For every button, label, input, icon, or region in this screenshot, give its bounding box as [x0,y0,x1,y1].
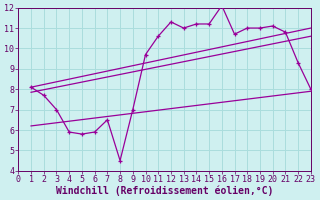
X-axis label: Windchill (Refroidissement éolien,°C): Windchill (Refroidissement éolien,°C) [56,185,273,196]
